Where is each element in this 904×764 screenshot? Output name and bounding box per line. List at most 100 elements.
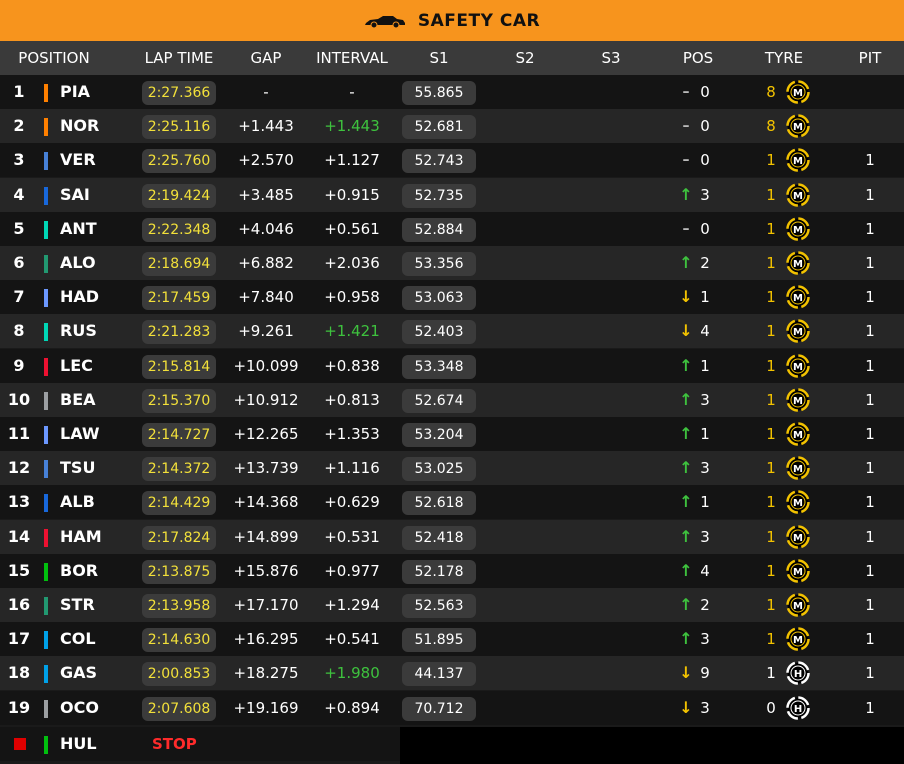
table-row[interactable]: 2 NOR 2:25.116 +1.443 +1.443 52.681 –0 8 M [0, 109, 904, 143]
arrow-up-icon: ↑ [679, 527, 693, 546]
stop-status: STOP [152, 735, 197, 753]
header-tyre[interactable]: TYRE [764, 49, 804, 67]
table-row[interactable]: 12 TSU 2:14.372 +13.739 +1.116 53.025 ↑ 3 1 M 1 [0, 451, 904, 485]
lap-time: 2:17.459 [142, 286, 216, 310]
svg-text:M: M [793, 156, 803, 167]
lap-time: 2:21.283 [142, 320, 216, 344]
team-color-bar [44, 323, 48, 341]
header-lap-time[interactable]: LAP TIME [144, 49, 214, 67]
svg-text:M: M [793, 430, 803, 441]
position-number: 10 [7, 390, 31, 409]
tyre-medium-icon: M [786, 217, 810, 241]
tyre-medium-icon: M [786, 388, 810, 412]
tyre-hard-icon: H [786, 661, 810, 685]
table-row[interactable]: 18 GAS 2:00.853 +18.275 +1.980 44.137 ↓ 9 1 H 1 [0, 656, 904, 690]
gap-value: +4.046 [238, 220, 294, 238]
header-position[interactable]: POSITION [18, 49, 90, 67]
interval-value: +0.541 [324, 630, 380, 648]
header-pit[interactable]: PIT [858, 49, 882, 67]
lap-time: 2:14.429 [142, 491, 216, 515]
lap-time: 2:22.348 [142, 218, 216, 242]
tyre-medium-icon: M [786, 114, 810, 138]
table-row[interactable]: 19 OCO 2:07.608 +19.169 +0.894 70.712 ↓ 3 0 H 1 [0, 691, 904, 725]
position-change: 1 [700, 425, 710, 443]
interval-value: +0.813 [324, 391, 380, 409]
tyre-laps: 8 [766, 117, 776, 135]
table-row[interactable]: 5 ANT 2:22.348 +4.046 +0.561 52.884 –0 1 M 1 [0, 212, 904, 246]
position-change: 4 [700, 562, 710, 580]
svg-text:M: M [793, 396, 803, 407]
pit-count: 1 [865, 562, 875, 580]
s1-time: 52.403 [402, 320, 476, 344]
team-color-bar [44, 736, 48, 754]
arrow-up-icon: ↑ [679, 253, 693, 272]
stop-marker-icon [14, 738, 26, 750]
svg-text:M: M [793, 259, 803, 270]
header-s1[interactable]: S1 [429, 49, 449, 67]
position-change: 3 [700, 630, 710, 648]
table-row[interactable]: 16 STR 2:13.958 +17.170 +1.294 52.563 ↑ 2 1 M 1 [0, 588, 904, 622]
interval-value: +1.421 [324, 322, 380, 340]
position-number: 19 [7, 698, 31, 717]
position-change: 3 [700, 528, 710, 546]
position-change: 0 [700, 117, 710, 135]
driver-code: STR [60, 595, 95, 614]
table-row[interactable]: 15 BOR 2:13.875 +15.876 +0.977 52.178 ↑ 4 1 M 1 [0, 554, 904, 588]
lap-time: 2:00.853 [142, 662, 216, 686]
svg-text:M: M [793, 225, 803, 236]
tyre-medium-icon: M [786, 525, 810, 549]
interval-value: +2.036 [324, 254, 380, 272]
pit-count: 1 [865, 391, 875, 409]
table-row[interactable]: 7 HAD 2:17.459 +7.840 +0.958 53.063 ↓ 1 1 M 1 [0, 280, 904, 314]
gap-value: +19.169 [233, 699, 299, 717]
header-s3[interactable]: S3 [601, 49, 621, 67]
table-row[interactable]: 6 ALO 2:18.694 +6.882 +2.036 53.356 ↑ 2 1 M 1 [0, 246, 904, 280]
tyre-medium-icon: M [786, 285, 810, 309]
position-number: 15 [7, 561, 31, 580]
arrow-down-icon: ↓ [679, 663, 693, 682]
tyre-laps: 1 [766, 288, 776, 306]
header-gap[interactable]: GAP [250, 49, 282, 67]
gap-value: +13.739 [233, 459, 299, 477]
table-row[interactable]: 4 SAI 2:19.424 +3.485 +0.915 52.735 ↑ 3 1 M 1 [0, 178, 904, 212]
tyre-medium-icon: M [786, 490, 810, 514]
team-color-bar [44, 358, 48, 376]
team-color-bar [44, 187, 48, 205]
team-color-bar [44, 665, 48, 683]
table-row[interactable]: 11 LAW 2:14.727 +12.265 +1.353 53.204 ↑ 1 1 M 1 [0, 417, 904, 451]
s1-time: 52.563 [402, 594, 476, 618]
table-row[interactable]: 13 ALB 2:14.429 +14.368 +0.629 52.618 ↑ 1 1 M 1 [0, 485, 904, 519]
table-row[interactable]: 17 COL 2:14.630 +16.295 +0.541 51.895 ↑ 3 1 M 1 [0, 622, 904, 656]
team-color-bar [44, 426, 48, 444]
gap-value: +10.912 [233, 391, 299, 409]
header-interval[interactable]: INTERVAL [316, 49, 388, 67]
driver-code: HAM [60, 527, 102, 546]
pit-count: 1 [865, 664, 875, 682]
pit-count: 1 [865, 288, 875, 306]
table-row[interactable]: 10 BEA 2:15.370 +10.912 +0.813 52.674 ↑ 3 1 M 1 [0, 383, 904, 417]
no-change-icon: – [682, 152, 690, 168]
driver-code: BEA [60, 390, 96, 409]
tyre-laps: 1 [766, 562, 776, 580]
gap-value: +10.099 [233, 357, 299, 375]
table-row[interactable]: 9 LEC 2:15.814 +10.099 +0.838 53.348 ↑ 1 1 M 1 [0, 349, 904, 383]
lap-time: 2:15.814 [142, 355, 216, 379]
gap-value: +15.876 [233, 562, 299, 580]
interval-value: +0.531 [324, 528, 380, 546]
gap-value: +14.368 [233, 493, 299, 511]
gap-value: +2.570 [238, 151, 294, 169]
driver-code: GAS [60, 663, 98, 682]
table-row[interactable]: 8 RUS 2:21.283 +9.261 +1.421 52.403 ↓ 4 1 M 1 [0, 314, 904, 348]
header-s2[interactable]: S2 [515, 49, 535, 67]
tyre-medium-icon: M [786, 148, 810, 172]
pit-count: 1 [865, 493, 875, 511]
driver-code: TSU [60, 458, 96, 477]
table-row[interactable]: 1 PIA 2:27.366 - - 55.865 –0 8 M [0, 75, 904, 109]
table-row[interactable]: 3 VER 2:25.760 +2.570 +1.127 52.743 –0 1 M 1 [0, 143, 904, 177]
s1-time: 52.674 [402, 389, 476, 413]
position-number: 13 [7, 492, 31, 511]
team-color-bar [44, 494, 48, 512]
table-row[interactable]: 14 HAM 2:17.824 +14.899 +0.531 52.418 ↑ 3 1 M 1 [0, 520, 904, 554]
header-pos[interactable]: POS [682, 49, 714, 67]
interval-value: +1.980 [324, 664, 380, 682]
